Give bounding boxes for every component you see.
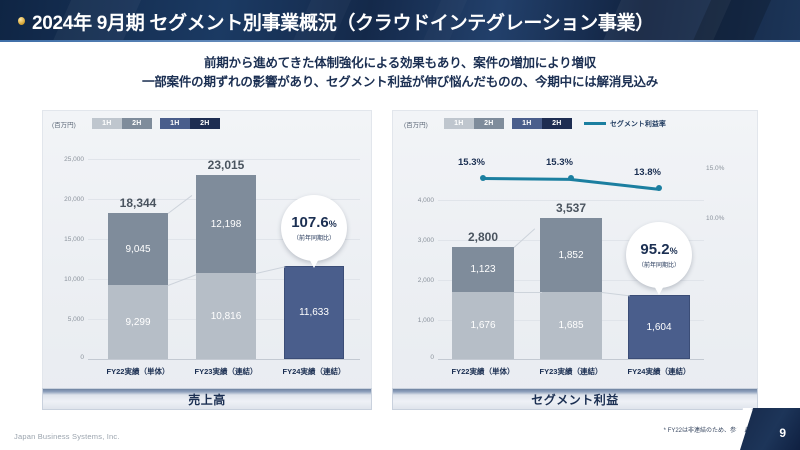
x-axis-label-fy24: FY24実績（連結） <box>627 367 691 376</box>
y2-tick-label: 15.0% <box>706 165 725 172</box>
profit-rate-point-fy23 <box>568 175 574 181</box>
legend-swatch-navy-2h: 2H <box>189 118 220 129</box>
page-title: 2024年 9月期 セグメント別事業概況（クラウドインテグレーション事業） <box>32 13 654 34</box>
callout-sublabel: （前年同期比） <box>292 235 335 242</box>
subtitle-line-1: 前期から進めてきた体制強化による効果もあり、案件の増加により増収 <box>203 56 597 70</box>
legend-line-label: セグメント利益率 <box>609 120 666 128</box>
y-tick-label: 2,000 <box>417 277 434 284</box>
legend-swatch-gray-1h: 1H <box>91 118 122 129</box>
axis-baseline <box>88 359 360 360</box>
legend-line-swatch <box>583 122 606 125</box>
y-tick-label: 20,000 <box>64 196 84 203</box>
callout-tail <box>307 255 321 268</box>
y-tick-label: 10,000 <box>64 276 84 283</box>
legend-unit-label: (百万円) <box>404 121 428 129</box>
legend-navy-group: 1H 2H <box>511 118 572 129</box>
bar-total-fy23: 23,015 <box>207 158 245 172</box>
bar-fy22-1h: 9,299 <box>108 285 168 359</box>
callout-tail <box>652 282 666 295</box>
y-tick-label: 1,000 <box>417 317 434 324</box>
y-tick-label: 0 <box>430 354 434 361</box>
legend-swatch-navy-1h: 1H <box>511 118 542 129</box>
legend-swatch-gray-1h: 1H <box>443 118 474 129</box>
profit-rate-point-fy22 <box>480 175 486 181</box>
y-tick-label: 3,000 <box>417 237 434 244</box>
profit-chart-legend: (百万円) 1H 2H 1H 2H セグメント利益率 <box>404 118 666 129</box>
x-axis-label-fy24: FY24実績（連結） <box>282 367 346 376</box>
legend-navy-group: 1H 2H <box>159 118 220 129</box>
gridline <box>88 159 360 160</box>
bar-fy24-1h: 11,633 <box>284 266 344 359</box>
gold-dot-icon <box>18 17 25 25</box>
y-tick-label: 15,000 <box>64 236 84 243</box>
profit-rate-label-fy24: 13.8% <box>634 167 661 178</box>
footnote-text: * FY22は非連結のため、参考値 <box>663 428 748 434</box>
y-tick-label: 5,000 <box>67 316 84 323</box>
gridline <box>438 200 704 201</box>
bar-profit-fy23-1h: 1,685 <box>540 292 602 359</box>
subtitle-line-2: 一部案件の期ずれの影響があり、セグメント利益が伸び悩んだものの、今期中には解消見… <box>141 75 659 89</box>
profit-yoy-callout: 95.2% （前年同期比） <box>626 222 692 288</box>
profit-rate-label-fy22: 15.3% <box>458 157 485 168</box>
footer-company-name: Japan Business Systems, Inc. <box>14 432 120 441</box>
slide-header <box>0 0 800 42</box>
page-number: 9 <box>779 426 786 440</box>
x-axis-label-fy22: FY22実績（単体） <box>106 367 170 376</box>
y-tick-label: 25,000 <box>64 156 84 163</box>
legend-swatch-gray-2h: 2H <box>473 118 504 129</box>
legend-line-series: セグメント利益率 <box>583 119 666 129</box>
legend-gray-group: 1H 2H <box>443 118 504 129</box>
bar-profit-fy24-1h: 1,604 <box>628 295 690 359</box>
profit-panel-title: セグメント利益 <box>392 388 758 410</box>
bar-profit-fy22-2h: 1,123 <box>452 247 514 292</box>
header-divider <box>0 40 800 42</box>
legend-swatch-navy-1h: 1H <box>159 118 190 129</box>
x-axis-label-fy22: FY22実績（単体） <box>451 367 515 376</box>
bar-fy22-2h: 9,045 <box>108 213 168 285</box>
subtitle-block: 前期から進めてきた体制強化による効果もあり、案件の増加により増収 一部案件の期ず… <box>0 54 800 92</box>
x-axis-label-fy23: FY23実績（連結） <box>194 367 258 376</box>
y2-tick-label: 10.0% <box>706 215 725 222</box>
bar-total-fy22: 18,344 <box>119 196 157 210</box>
profit-rate-point-fy24 <box>656 185 662 191</box>
legend-gray-group: 1H 2H <box>91 118 152 129</box>
stack-connector <box>514 292 542 293</box>
legend-unit-label: (百万円) <box>52 121 76 129</box>
bar-fy23-2h: 12,198 <box>196 175 256 273</box>
callout-value: 107.6% <box>291 213 337 231</box>
bar-fy23-1h: 10,816 <box>196 273 256 359</box>
revenue-yoy-callout: 107.6% （前年同期比） <box>281 195 347 261</box>
x-axis-label-fy23: FY23実績（連結） <box>539 367 603 376</box>
callout-value: 95.2% <box>640 240 678 258</box>
y-tick-label: 0 <box>80 354 84 361</box>
callout-sublabel: （前年同期比） <box>637 262 680 269</box>
legend-swatch-gray-2h: 2H <box>121 118 152 129</box>
y-tick-label: 4,000 <box>417 197 434 204</box>
bar-total-profit-fy23: 3,537 <box>555 201 587 215</box>
revenue-panel-title: 売上高 <box>42 388 372 410</box>
revenue-chart-legend: (百万円) 1H 2H 1H 2H <box>52 118 220 129</box>
bar-profit-fy23-2h: 1,852 <box>540 218 602 292</box>
bar-total-profit-fy22: 2,800 <box>467 230 499 244</box>
axis-baseline <box>438 359 704 360</box>
legend-swatch-navy-2h: 2H <box>541 118 572 129</box>
bar-profit-fy22-1h: 1,676 <box>452 292 514 359</box>
profit-rate-label-fy23: 15.3% <box>546 157 573 168</box>
